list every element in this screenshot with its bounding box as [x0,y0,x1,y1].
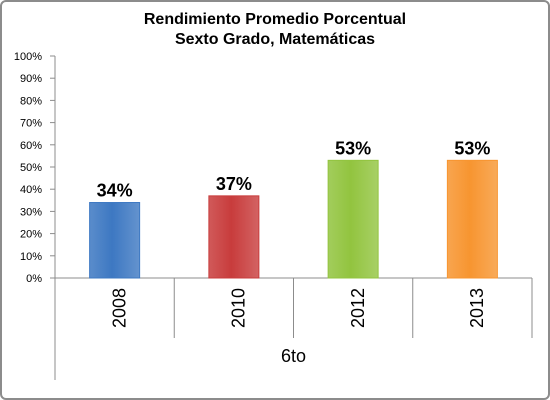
y-tick-label: 80% [20,95,42,107]
chart-title-line-1: Rendimiento Promedio Porcentual [143,11,407,28]
axes: 0% 10% 20% 30% 40% 50% 60% 70% 80% 90% 100% [14,51,533,380]
bar-2008 [89,202,141,279]
y-tick-label: 0% [26,273,42,285]
data-label-2010: 37% [216,174,252,194]
chart-title-line-2: Sexto Grado, Matemáticas [174,31,376,48]
data-label-2008: 34% [97,181,133,201]
chart-title: Rendimiento Promedio Porcentual Sexto Gr… [0,10,550,50]
y-tick-label: 30% [20,206,42,218]
bar-2012 [327,159,379,279]
bar-2013 [446,159,498,279]
bar-2010 [208,195,260,279]
y-tick-label: 70% [20,118,42,130]
y-tick-label: 90% [20,73,42,85]
labels: 34% 2008 37% 2010 53% 2012 53% 2013 6to [97,138,491,366]
y-tick-label: 100% [14,51,42,63]
y-tick-label: 60% [20,140,42,152]
y-tick-label: 50% [20,162,42,174]
x-tick-label-2010: 2010 [229,288,249,328]
x-tick-label-2008: 2008 [109,288,129,328]
y-tick-label: 40% [20,184,42,196]
data-label-2012: 53% [335,138,371,158]
bars [89,159,498,279]
y-tick-label: 10% [20,251,42,263]
y-tick-label: 20% [20,229,42,241]
x-tick-label-2013: 2013 [467,288,487,328]
x-tick-label-2012: 2012 [348,288,368,328]
data-label-2013: 53% [454,138,490,158]
group-label: 6to [281,346,306,366]
